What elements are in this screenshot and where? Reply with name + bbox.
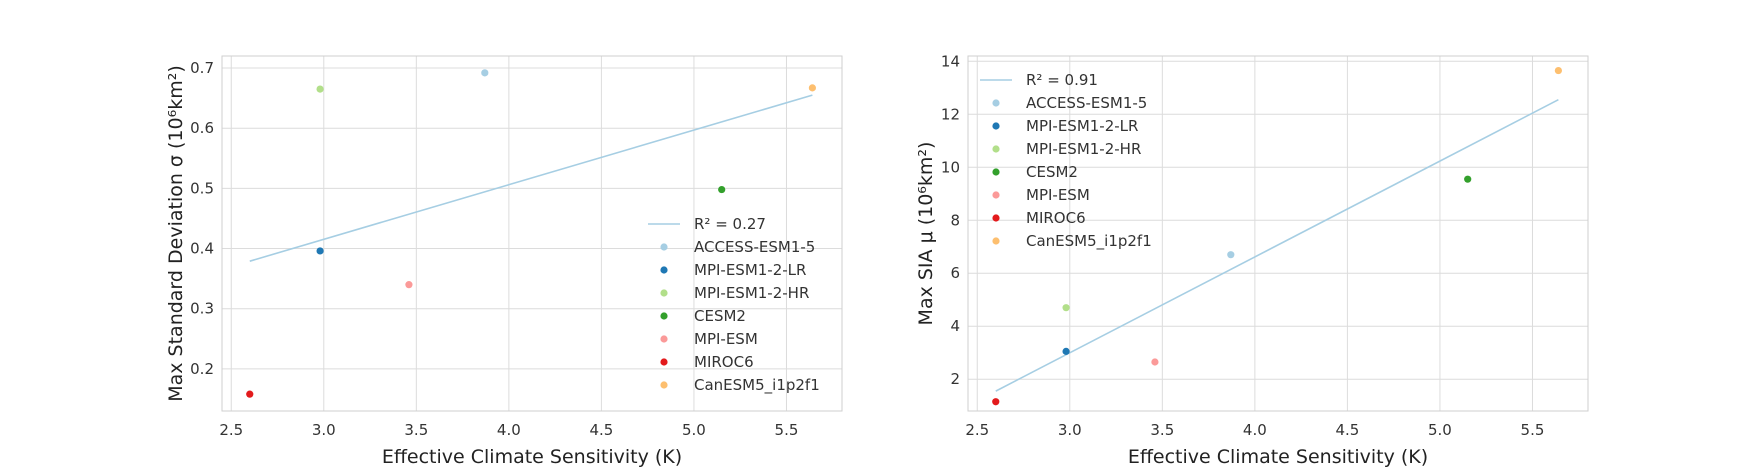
y-tick-label: 0.4 <box>190 240 214 258</box>
chart-2: 2.5 3.0 3.5 4.0 4.5 5.0 5.5 2 4 6 8 10 12 14 Effective… <box>915 52 1589 468</box>
y-tick-label: 8 <box>950 211 960 229</box>
legend-swatch <box>660 381 668 389</box>
plot-area <box>222 56 842 411</box>
legend: R² = 0.91 ACCESS-ESM1-5 MPI-ESM1-2-LR MPI-E… <box>980 71 1152 251</box>
legend-fit-line-label: R² = 0.27 <box>694 215 766 233</box>
point-canesm5-i1p2f1 <box>1554 66 1562 75</box>
legend-entry: MPI-ESM1-2-LR <box>694 261 806 279</box>
legend-swatch <box>992 99 1000 107</box>
y-tick-label: 2 <box>950 370 960 388</box>
legend-entry: MIROC6 <box>694 353 754 371</box>
plot-frame <box>967 55 1589 412</box>
point-mpi-esm1-2-hr <box>316 85 324 93</box>
y-tick-label: 4 <box>950 317 960 335</box>
y-axis-label: Max SIA μ (10⁶km²) <box>915 142 937 326</box>
point-access-esm1-5 <box>481 69 489 77</box>
legend-entry: CESM2 <box>1026 163 1078 181</box>
legend-entry: MPI-ESM1-2-LR <box>1026 117 1138 135</box>
x-tick-label: 2.5 <box>965 421 989 439</box>
legend-swatch <box>992 191 1000 199</box>
x-tick-label: 4.0 <box>1243 421 1267 439</box>
legend-swatch <box>992 122 1000 130</box>
x-axis-label: Effective Climate Sensitivity (K) <box>382 446 682 468</box>
point-mpi-esm1-2-hr <box>1062 304 1070 312</box>
legend-entry: CanESM5_i1p2f1 <box>694 376 820 395</box>
x-tick-label: 4.5 <box>589 421 613 439</box>
x-tick-label: 4.0 <box>497 421 521 439</box>
legend-entry: MPI-ESM <box>694 330 758 348</box>
x-tick-label: 2.5 <box>219 421 243 439</box>
plot-frame <box>221 55 843 412</box>
y-tick-label: 0.7 <box>190 59 214 77</box>
legend-swatch <box>992 237 1000 245</box>
y-tick-label: 6 <box>950 264 960 282</box>
y-tick-label: 0.2 <box>190 360 214 378</box>
legend-fit-line-label: R² = 0.91 <box>1026 71 1098 89</box>
legend-entry: MIROC6 <box>1026 209 1086 227</box>
legend-entry: MPI-ESM1-2-HR <box>1026 140 1141 158</box>
legend: R² = 0.27 ACCESS-ESM1-5 MPI-ESM1-2-LR MPI-E… <box>648 215 820 395</box>
legend-entry: ACCESS-ESM1-5 <box>694 238 815 256</box>
y-tick-label: 0.6 <box>190 119 214 137</box>
point-cesm2 <box>718 185 726 194</box>
legend-swatch <box>992 145 1000 153</box>
legend-swatch <box>660 266 668 274</box>
legend-swatch <box>660 243 668 251</box>
x-tick-label: 5.0 <box>682 421 706 439</box>
y-tick-label: 10 <box>941 158 960 176</box>
point-access-esm1-5 <box>1227 251 1235 259</box>
legend-swatch <box>992 214 1000 222</box>
y-axis-label: Max Standard Deviation σ (10⁶km²) <box>165 65 187 402</box>
x-axis-label: Effective Climate Sensitivity (K) <box>1128 446 1428 468</box>
x-tick-label: 5.0 <box>1428 421 1452 439</box>
y-tick-label: 0.3 <box>190 300 214 318</box>
fit-line <box>249 94 813 262</box>
x-tick-label: 5.5 <box>775 421 799 439</box>
legend-entry: CanESM5_i1p2f1 <box>1026 232 1152 251</box>
x-tick-label: 3.5 <box>1150 421 1174 439</box>
legend-swatch <box>992 168 1000 176</box>
y-tick-label: 14 <box>941 52 960 70</box>
legend-entry: CESM2 <box>694 307 746 325</box>
point-mpi-esm <box>405 281 413 289</box>
point-mpi-esm <box>1151 358 1159 366</box>
legend-entry: MPI-ESM1-2-HR <box>694 284 809 302</box>
point-canesm5-i1p2f1 <box>808 84 816 92</box>
x-tick-label: 4.5 <box>1335 421 1359 439</box>
x-tick-label: 3.0 <box>312 421 336 439</box>
x-tick-label: 5.5 <box>1521 421 1545 439</box>
legend-swatch <box>660 312 668 320</box>
legend-swatch <box>660 358 668 366</box>
fit-line <box>995 99 1559 392</box>
x-tick-label: 3.5 <box>404 421 428 439</box>
point-miroc6 <box>992 398 1000 406</box>
legend-entry: MPI-ESM <box>1026 186 1090 204</box>
point-miroc6 <box>246 390 254 398</box>
point-mpi-esm1-2-lr <box>316 247 324 255</box>
chart-1: 2.5 3.0 3.5 4.0 4.5 5.0 5.5 0.2 0.3 0.4 0.5 0.6 0.7 E… <box>165 55 843 468</box>
legend-entry: ACCESS-ESM1-5 <box>1026 94 1147 112</box>
y-tick-label: 12 <box>941 105 960 123</box>
x-tick-label: 3.0 <box>1058 421 1082 439</box>
legend-swatch <box>660 335 668 343</box>
y-tick-label: 0.5 <box>190 179 214 197</box>
legend-swatch <box>660 289 668 297</box>
point-cesm2 <box>1464 175 1472 183</box>
point-mpi-esm1-2-lr <box>1062 347 1070 355</box>
